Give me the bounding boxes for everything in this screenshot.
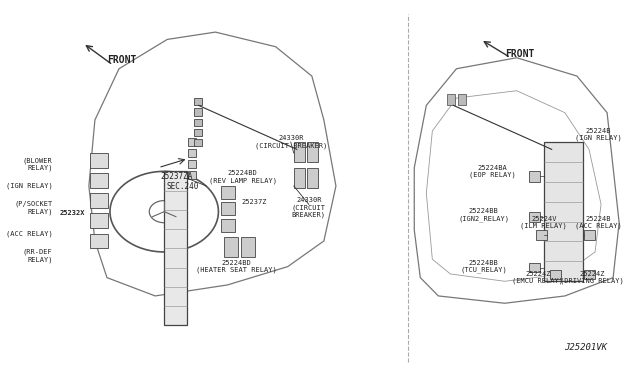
- Polygon shape: [195, 119, 202, 126]
- Polygon shape: [225, 237, 237, 257]
- Polygon shape: [188, 149, 196, 157]
- Text: SEC.240: SEC.240: [166, 182, 198, 190]
- Polygon shape: [550, 270, 561, 279]
- Polygon shape: [294, 142, 305, 162]
- Polygon shape: [90, 153, 108, 168]
- Text: 25224BD
(HEATER SEAT RELAY): 25224BD (HEATER SEAT RELAY): [196, 260, 277, 273]
- Polygon shape: [529, 263, 540, 272]
- Polygon shape: [164, 171, 187, 325]
- Polygon shape: [195, 129, 202, 136]
- Polygon shape: [195, 108, 202, 116]
- Polygon shape: [188, 171, 196, 179]
- Text: 25237ZA: 25237ZA: [160, 172, 193, 181]
- Text: 25224BA
(EOP RELAY): 25224BA (EOP RELAY): [469, 164, 516, 178]
- Text: 25224BB
(TCU_RELAY): 25224BB (TCU_RELAY): [460, 260, 507, 273]
- Text: 25224B
(ACC RELAY): 25224B (ACC RELAY): [575, 216, 621, 230]
- Polygon shape: [529, 171, 540, 182]
- Polygon shape: [188, 160, 196, 169]
- Text: 25224V
(ILM RELAY): 25224V (ILM RELAY): [520, 216, 567, 230]
- Text: FRONT: FRONT: [107, 55, 136, 65]
- Polygon shape: [584, 270, 595, 279]
- Text: 25232X: 25232X: [60, 211, 85, 217]
- Polygon shape: [195, 98, 202, 105]
- Polygon shape: [90, 214, 108, 228]
- Text: 24330R
(CIRCUIT BREAKER): 24330R (CIRCUIT BREAKER): [255, 135, 327, 149]
- Polygon shape: [458, 94, 466, 105]
- Text: 25237Z: 25237Z: [242, 199, 268, 205]
- Polygon shape: [307, 168, 318, 188]
- Text: (P/SOCKET
RELAY): (P/SOCKET RELAY): [15, 201, 52, 215]
- Polygon shape: [536, 230, 547, 240]
- Polygon shape: [294, 168, 305, 188]
- Polygon shape: [221, 219, 235, 232]
- Text: J25201VK: J25201VK: [564, 343, 607, 352]
- Polygon shape: [241, 237, 255, 257]
- Polygon shape: [90, 234, 108, 248]
- Polygon shape: [544, 142, 583, 281]
- Text: (RR-DEF
RELAY): (RR-DEF RELAY): [23, 248, 52, 263]
- Polygon shape: [90, 173, 108, 188]
- Text: (BLOWER
RELAY): (BLOWER RELAY): [23, 157, 52, 171]
- Text: 25224BD
(REV LAMP RELAY): 25224BD (REV LAMP RELAY): [209, 170, 276, 184]
- Text: FRONT: FRONT: [505, 49, 534, 59]
- Polygon shape: [188, 138, 196, 147]
- Polygon shape: [90, 193, 108, 208]
- Text: (IGN RELAY): (IGN RELAY): [6, 183, 52, 189]
- Text: 25224BB
(IGN2_RELAY): 25224BB (IGN2_RELAY): [458, 208, 509, 222]
- Polygon shape: [221, 186, 235, 199]
- Text: 24330R
(CIRCUIT
BREAKER): 24330R (CIRCUIT BREAKER): [292, 198, 326, 218]
- Polygon shape: [447, 94, 455, 105]
- Polygon shape: [307, 142, 318, 162]
- Polygon shape: [221, 202, 235, 215]
- Text: 25224B
(IGN RELAY): 25224B (IGN RELAY): [575, 128, 621, 141]
- Text: 25224Z
(DRIVING RELAY): 25224Z (DRIVING RELAY): [560, 271, 624, 284]
- Polygon shape: [195, 139, 202, 147]
- Text: (ACC RELAY): (ACC RELAY): [6, 230, 52, 237]
- Polygon shape: [584, 230, 595, 240]
- Text: 25224Z
(EMCU RELAY): 25224Z (EMCU RELAY): [512, 271, 563, 284]
- Polygon shape: [529, 212, 540, 222]
